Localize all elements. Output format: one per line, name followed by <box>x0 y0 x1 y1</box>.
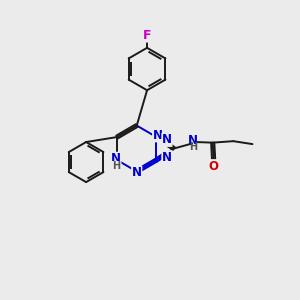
Text: F: F <box>143 29 151 42</box>
Text: H: H <box>189 142 197 152</box>
Text: N: N <box>162 151 172 164</box>
Text: N: N <box>162 133 172 146</box>
Text: H: H <box>112 161 120 172</box>
Text: N: N <box>132 166 142 179</box>
Text: N: N <box>188 134 198 147</box>
Text: O: O <box>208 160 219 173</box>
Text: N: N <box>153 129 163 142</box>
Text: N: N <box>111 152 121 165</box>
